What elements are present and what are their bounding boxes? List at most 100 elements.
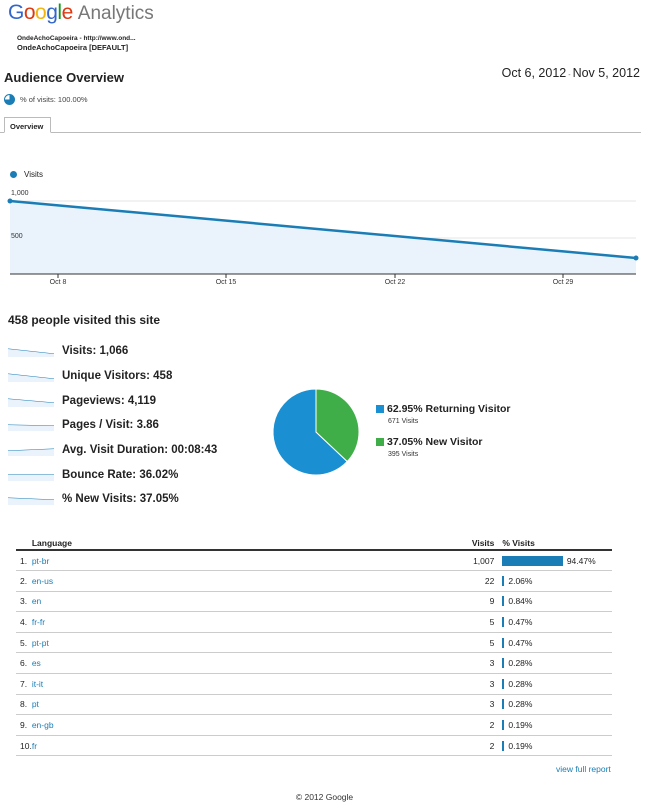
- visits-cell: 22: [471, 570, 503, 592]
- language-link[interactable]: pt: [31, 694, 472, 716]
- language-link[interactable]: en-us: [31, 570, 472, 592]
- row-number: 10.: [16, 735, 32, 757]
- metric-new-visits[interactable]: % New Visits: 37.05%: [8, 493, 179, 505]
- visits-cell: 2: [471, 735, 503, 757]
- pct-visits-cell: 0.84%: [502, 591, 612, 613]
- chart-legend: Visits: [10, 170, 43, 179]
- table-row: 7. it-it 3 0.28%: [16, 673, 612, 695]
- footer-copyright: © 2012 Google: [295, 792, 354, 802]
- metric-avg-visit-duration[interactable]: Avg. Visit Duration: 00:08:43: [8, 444, 217, 456]
- pct-bar: [502, 555, 563, 566]
- pct-visits-cell: 0.28%: [502, 652, 612, 675]
- visits-point-end[interactable]: [633, 255, 639, 261]
- pct-bar: [502, 575, 505, 586]
- row-number: 6.: [16, 652, 32, 675]
- column-language[interactable]: Language: [31, 536, 472, 551]
- new-swatch: [376, 438, 384, 446]
- table-row: 5. pt-pt 5 0.47%: [16, 632, 612, 654]
- pct-visits-cell: 0.19%: [502, 714, 612, 736]
- metric-bounce-rate[interactable]: Bounce Rate: 36.02%: [8, 469, 178, 481]
- metric-unique-visitors[interactable]: Unique Visitors: 458: [8, 370, 172, 382]
- legend-returning-visitor: 62.95% Returning Visitor 671 Visits: [376, 403, 511, 425]
- visits-cell: 9: [471, 591, 503, 613]
- segment-pie-icon: [4, 94, 15, 105]
- pie-slice-returning[interactable]: [272, 388, 348, 476]
- visits-cell: 3: [471, 673, 503, 695]
- sparkline: [8, 497, 54, 505]
- x-tick-label: Oct 8: [50, 279, 67, 286]
- table-row: 1. pt-br 1,007 94.47%: [16, 550, 612, 572]
- sparkline: [8, 398, 54, 407]
- y-tick-label: 500: [11, 233, 23, 240]
- pct-bar: [502, 720, 505, 731]
- table-row: 9. en-gb 2 0.19%: [16, 714, 612, 736]
- sparkline: [8, 348, 54, 357]
- sparkline: [8, 448, 54, 456]
- row-number: 9.: [16, 714, 32, 736]
- visits-point-start[interactable]: [7, 198, 13, 204]
- column-pct-visits[interactable]: % Visits: [502, 536, 612, 551]
- metric-pageviews[interactable]: Pageviews: 4,119: [8, 395, 156, 407]
- table-row: 10. fr 2 0.19%: [16, 735, 612, 757]
- legend-dot-icon: [10, 171, 17, 178]
- visits-cell: 5: [471, 632, 503, 654]
- row-number: 2.: [16, 570, 32, 592]
- pct-visits-cell: 0.19%: [502, 735, 612, 757]
- sparkline: [8, 373, 54, 382]
- language-link[interactable]: pt-br: [31, 550, 472, 572]
- segment-summary: % of visits: 100.00%: [4, 94, 88, 105]
- date-range[interactable]: Oct 6, 2012- Nov 5, 2012: [501, 66, 640, 80]
- visits-cell: 3: [471, 652, 503, 675]
- language-link[interactable]: it-it: [31, 673, 472, 695]
- row-number: 1.: [16, 550, 32, 572]
- table-row: 2. en-us 22 2.06%: [16, 570, 612, 592]
- table-header-row: Language Visits % Visits: [16, 536, 612, 551]
- property-view: OndeAchoCapoeira [DEFAULT]: [17, 43, 129, 52]
- visits-cell: 2: [471, 714, 503, 736]
- x-tick-label: Oct 15: [216, 279, 237, 286]
- metric-pages-per-visit[interactable]: Pages / Visit: 3.86: [8, 419, 159, 431]
- column-visits[interactable]: Visits: [471, 536, 503, 551]
- property-url: OndeAchoCapoeira - http://www.ond...: [17, 35, 136, 42]
- pct-bar: [502, 678, 505, 689]
- language-link[interactable]: en-gb: [31, 714, 472, 736]
- visits-cell: 3: [471, 694, 503, 716]
- row-number: 4.: [16, 611, 32, 633]
- pie-slice-new[interactable]: [315, 388, 360, 463]
- pct-visits-cell: 0.28%: [502, 673, 612, 695]
- pct-bar: [502, 617, 505, 628]
- sparkline: [8, 474, 54, 481]
- visits-area: [10, 201, 636, 274]
- pct-bar: [502, 699, 505, 710]
- table-row: 3. en 9 0.84%: [16, 591, 612, 613]
- legend-new-visitor: 37.05% New Visitor 395 Visits: [376, 436, 483, 458]
- pct-visits-cell: 0.47%: [502, 632, 612, 654]
- table-row: 6. es 3 0.28%: [16, 652, 612, 675]
- language-link[interactable]: pt-pt: [31, 632, 472, 654]
- language-link[interactable]: es: [31, 652, 472, 675]
- language-link[interactable]: fr: [31, 735, 472, 757]
- x-tick-label: Oct 22: [385, 279, 406, 286]
- tab-overview[interactable]: Overview: [4, 117, 51, 133]
- summary-heading: 458 people visited this site: [8, 313, 161, 327]
- pct-visits-cell: 94.47%: [502, 550, 612, 572]
- table-row: 4. fr-fr 5 0.47%: [16, 611, 612, 633]
- sparkline: [8, 424, 54, 431]
- returning-swatch: [376, 405, 384, 413]
- pct-bar: [502, 658, 505, 669]
- page-title: Audience Overview: [4, 70, 124, 85]
- google-analytics-logo: Google Analytics: [8, 1, 154, 24]
- visits-series-line: [9, 199, 637, 260]
- language-link[interactable]: fr-fr: [31, 611, 472, 633]
- table-row: 8. pt 3 0.28%: [16, 694, 612, 716]
- language-link[interactable]: en: [31, 591, 472, 613]
- view-full-report-link[interactable]: view full report: [556, 764, 611, 774]
- metric-visits[interactable]: Visits: 1,066: [8, 345, 128, 357]
- pct-visits-cell: 0.47%: [502, 611, 612, 633]
- row-number: 5.: [16, 632, 32, 654]
- visits-line-chart: 1,000 500 Oct 8 Oct 15 Oct 22 Oct 29: [7, 190, 639, 286]
- language-table: Language Visits % Visits 1. pt-br 1,007 94.…: [16, 536, 612, 757]
- y-tick-label: 1,000: [11, 190, 29, 197]
- visitor-pie-chart: [272, 388, 360, 476]
- pct-bar: [502, 596, 505, 607]
